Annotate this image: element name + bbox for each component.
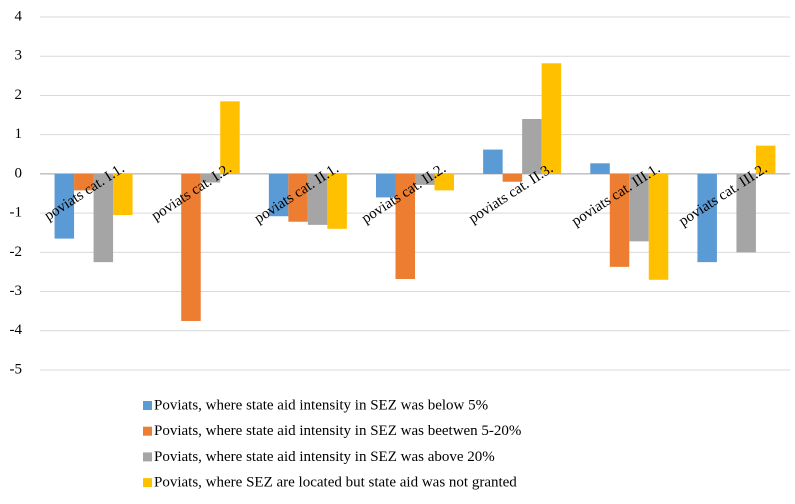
bar	[307, 173, 328, 225]
bar	[74, 173, 94, 191]
bar	[755, 145, 776, 174]
y-tick-label: 1	[15, 126, 23, 142]
legend-swatch	[143, 452, 152, 462]
y-tick-label: -4	[10, 322, 23, 338]
bar	[288, 173, 308, 222]
bar	[541, 63, 562, 174]
bar	[395, 173, 415, 280]
bar	[54, 173, 75, 239]
bar	[376, 173, 396, 198]
x-tick-label: poviats cat. III.2.	[676, 161, 770, 230]
bar	[736, 173, 756, 253]
legend-swatch	[143, 426, 152, 436]
bar	[629, 173, 649, 242]
bar	[268, 173, 289, 217]
bar	[200, 173, 221, 183]
legend-label: Poviats, where state aid intensity in SE…	[154, 397, 488, 413]
y-tick-label: -2	[10, 244, 23, 260]
bar	[327, 173, 347, 229]
bar	[434, 173, 454, 191]
bar	[483, 149, 503, 174]
bar	[113, 173, 133, 216]
y-tick-label: -1	[10, 205, 23, 221]
bar	[522, 118, 542, 174]
y-tick-label: 2	[15, 87, 23, 103]
bar	[220, 101, 240, 174]
legend-label: Poviats, where state aid intensity in SE…	[154, 423, 521, 439]
y-tick-label: 3	[15, 48, 23, 64]
y-tick-label: 0	[15, 165, 23, 181]
bar	[590, 163, 610, 174]
y-tick-label: -5	[10, 361, 23, 377]
bar	[415, 173, 435, 185]
legend-label: Poviats, where state aid intensity in SE…	[154, 449, 495, 465]
legend-label: Poviats, where SEZ are located but state…	[154, 475, 517, 491]
bar	[502, 173, 523, 182]
bar	[648, 173, 669, 280]
bar	[697, 173, 717, 263]
bar	[181, 173, 201, 321]
x-tick-label: poviats cat. II.3.	[466, 161, 556, 227]
y-tick-label: 4	[15, 8, 23, 24]
bar	[609, 173, 630, 267]
legend-swatch	[143, 478, 152, 488]
bar	[93, 173, 114, 263]
y-tick-label: -3	[10, 283, 23, 299]
legend-swatch	[143, 401, 152, 410]
